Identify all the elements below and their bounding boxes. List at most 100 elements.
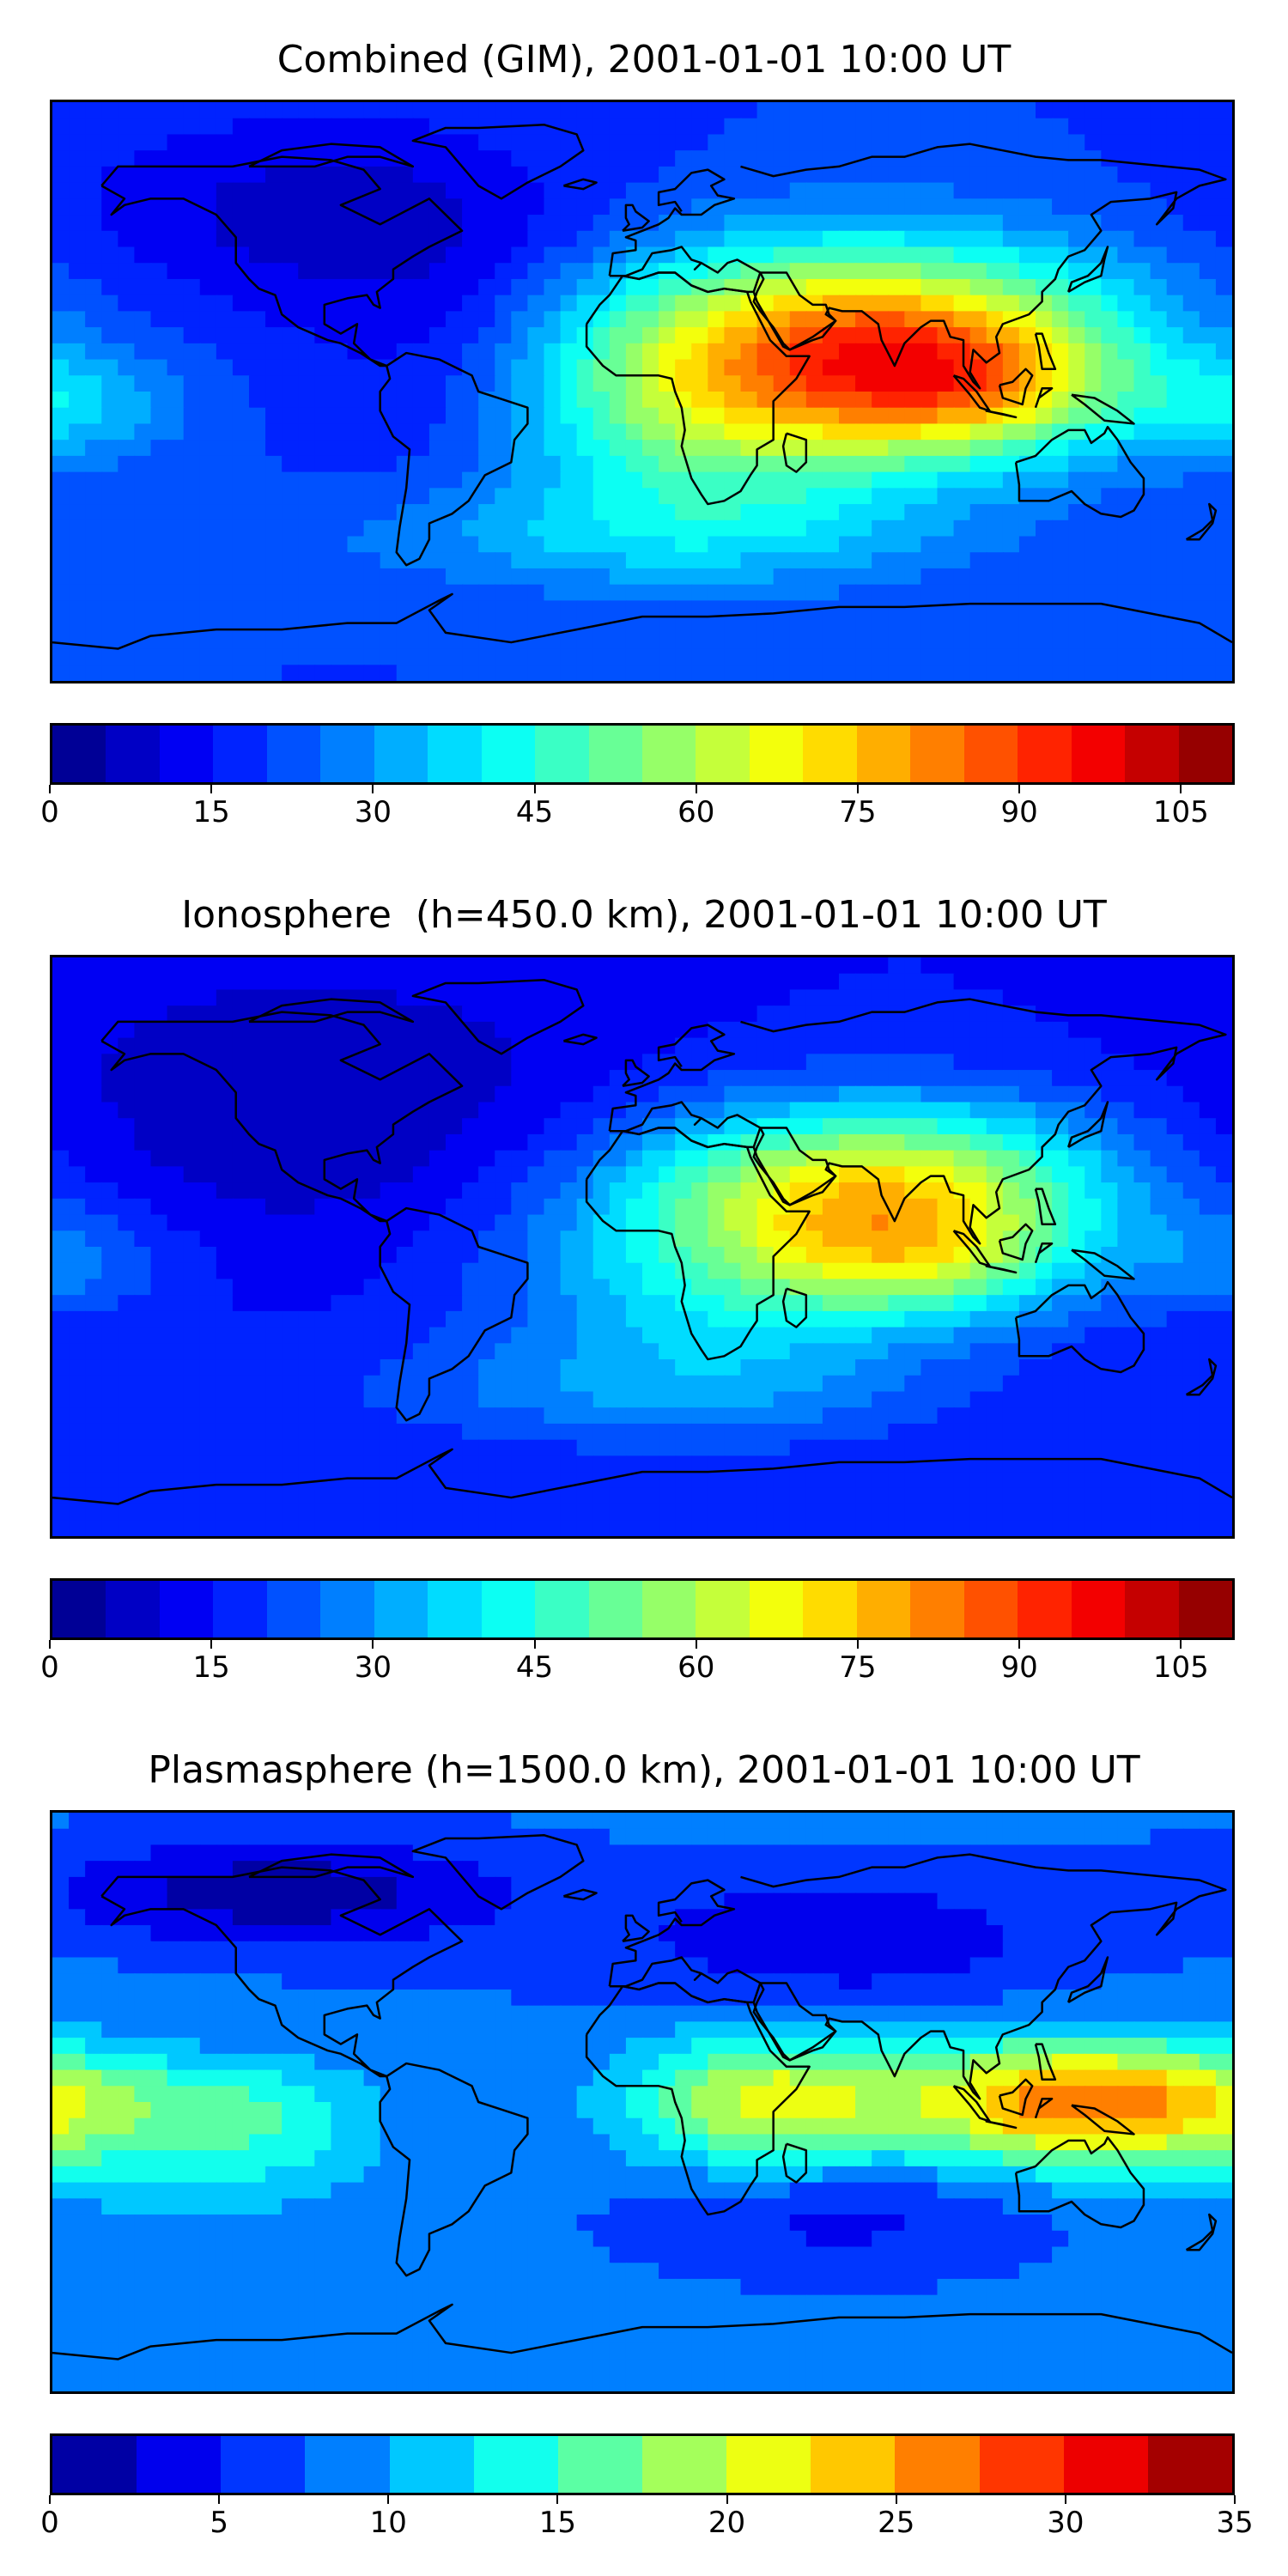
tec-cell bbox=[986, 1423, 1004, 1441]
tec-cell bbox=[708, 957, 726, 975]
tec-cell bbox=[85, 1133, 103, 1151]
tec-cell bbox=[544, 359, 562, 377]
colorbar-tick-label: 45 bbox=[515, 795, 554, 829]
tec-cell bbox=[183, 552, 201, 570]
tec-cell bbox=[331, 278, 349, 296]
tec-cell bbox=[118, 1150, 136, 1168]
tec-cell bbox=[822, 1133, 841, 1151]
tec-cell bbox=[659, 102, 677, 119]
tec-cell bbox=[642, 989, 660, 1007]
tec-cell bbox=[134, 1295, 152, 1313]
tec-cell bbox=[282, 1005, 300, 1024]
tec-cell bbox=[920, 1005, 939, 1024]
tec-cell bbox=[691, 246, 709, 264]
tec-cell bbox=[609, 311, 628, 329]
tec-cell bbox=[789, 1327, 807, 1345]
tec-cell bbox=[1182, 568, 1200, 586]
tec-cell bbox=[1150, 1198, 1168, 1216]
tec-cell bbox=[642, 957, 660, 975]
tec-cell bbox=[1101, 134, 1119, 152]
tec-cell bbox=[412, 519, 431, 538]
tec-cell bbox=[134, 1133, 152, 1151]
tec-cell bbox=[69, 1439, 87, 1457]
tec-cell bbox=[69, 1391, 87, 1409]
tec-cell bbox=[428, 665, 447, 681]
tec-cell bbox=[1117, 584, 1135, 602]
tec-cell bbox=[1101, 1343, 1119, 1361]
tec-cell bbox=[428, 1102, 447, 1120]
tec-cell bbox=[805, 989, 824, 1007]
tec-cell bbox=[199, 375, 217, 393]
tec-cell bbox=[659, 1407, 677, 1425]
tec-cell bbox=[298, 1214, 316, 1232]
tec-cell bbox=[756, 1295, 775, 1313]
tec-cell bbox=[1199, 182, 1218, 200]
tec-cell bbox=[167, 343, 185, 361]
tec-cell bbox=[1068, 150, 1086, 168]
coastline bbox=[783, 434, 806, 472]
panel-title-combined: Combined (GIM), 2001-01-01 10:00 UT bbox=[276, 38, 1012, 82]
tec-cell bbox=[183, 423, 201, 441]
tec-cell bbox=[495, 198, 513, 216]
tec-cell bbox=[282, 1054, 300, 1072]
tec-cell bbox=[265, 1455, 283, 1473]
tec-cell bbox=[1002, 343, 1021, 361]
tec-cell bbox=[1018, 584, 1037, 602]
tec-cell bbox=[1068, 1230, 1086, 1249]
tec-cell bbox=[822, 407, 841, 425]
tec-cell bbox=[1036, 1423, 1054, 1441]
tec-cell bbox=[527, 182, 545, 200]
tec-cell bbox=[428, 1455, 447, 1473]
tec-cell bbox=[428, 1343, 447, 1361]
tec-cell bbox=[298, 519, 316, 538]
tec-cell bbox=[1215, 1391, 1232, 1409]
tec-cell bbox=[904, 519, 922, 538]
tec-cell bbox=[592, 957, 611, 975]
tec-cell bbox=[412, 1182, 431, 1200]
tec-cell bbox=[52, 471, 70, 489]
tec-cell bbox=[1215, 1407, 1232, 1425]
tec-cell bbox=[298, 1439, 316, 1457]
tec-cell bbox=[282, 359, 300, 377]
tec-cell bbox=[1117, 1118, 1135, 1136]
tec-cell bbox=[937, 392, 955, 409]
tec-cell bbox=[199, 455, 217, 473]
tec-cell bbox=[773, 1166, 791, 1184]
tec-cell bbox=[1182, 648, 1200, 666]
tec-cell bbox=[412, 166, 431, 184]
tec-cell bbox=[691, 215, 709, 232]
tec-cell bbox=[527, 488, 545, 506]
tec-cell bbox=[953, 957, 971, 975]
tec-cell bbox=[920, 1214, 939, 1232]
tec-cell bbox=[1215, 1247, 1232, 1264]
tec-cell bbox=[592, 1198, 611, 1216]
tec-cell bbox=[872, 102, 890, 119]
tec-cell bbox=[969, 392, 987, 409]
tec-cell bbox=[462, 471, 480, 489]
tec-cell bbox=[872, 1070, 890, 1087]
tec-cell bbox=[953, 263, 971, 281]
tec-cell bbox=[592, 1054, 611, 1072]
tec-cell bbox=[363, 1166, 381, 1184]
tec-cell bbox=[544, 246, 562, 264]
tec-cell bbox=[150, 150, 168, 168]
tec-cell bbox=[101, 455, 119, 473]
tec-cell bbox=[282, 327, 300, 344]
tec-cell bbox=[199, 1182, 217, 1200]
tec-cell bbox=[1199, 632, 1218, 650]
tec-cell bbox=[675, 504, 693, 521]
tec-cell bbox=[69, 1359, 87, 1376]
tec-cell bbox=[1182, 215, 1200, 232]
tec-cell bbox=[675, 1005, 693, 1024]
tec-cell bbox=[642, 1407, 660, 1425]
tec-cell bbox=[1101, 1021, 1119, 1039]
tec-cell bbox=[69, 182, 87, 200]
tec-cell bbox=[1036, 957, 1054, 975]
tec-cell bbox=[282, 1262, 300, 1280]
tec-cell bbox=[625, 1037, 644, 1055]
tec-cell bbox=[1166, 1166, 1184, 1184]
tec-cell bbox=[347, 973, 365, 991]
tec-cell bbox=[511, 1150, 529, 1168]
tec-cell bbox=[428, 648, 447, 666]
tec-cell bbox=[167, 407, 185, 425]
